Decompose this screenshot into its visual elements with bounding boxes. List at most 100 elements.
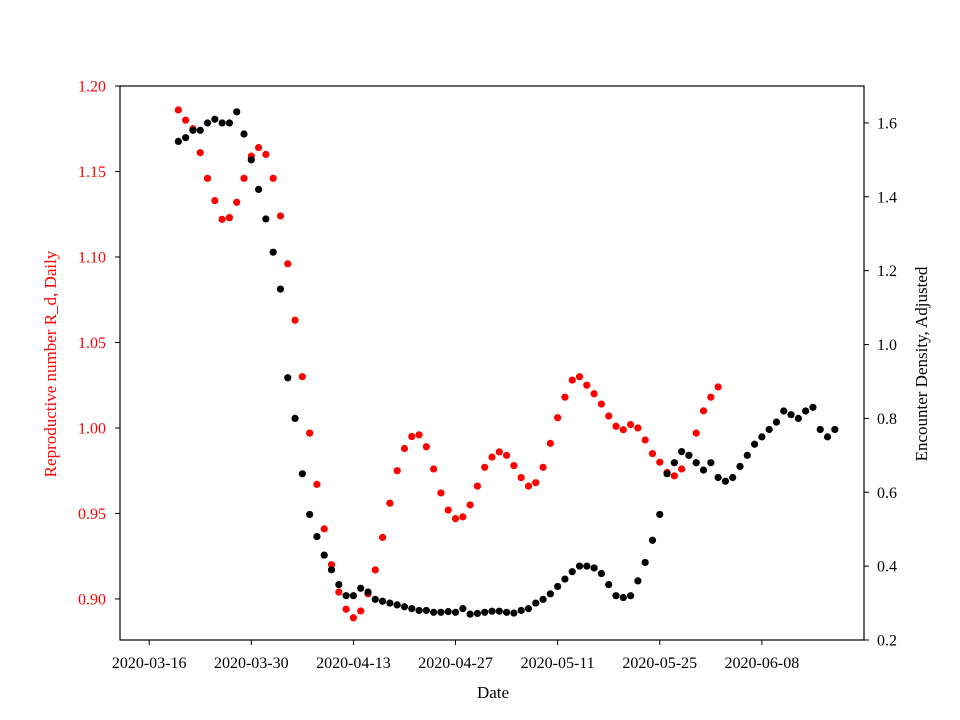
encounter-density-point (568, 568, 576, 576)
rd-daily-point (254, 143, 263, 152)
y-left-tick-label: 1.15 (78, 164, 106, 181)
rd-daily-point (692, 429, 700, 437)
encounter-density-point (634, 577, 642, 585)
rd-daily-point (459, 513, 467, 521)
encounter-density-point (320, 551, 328, 559)
rd-daily-point (371, 566, 379, 574)
y-right-tick-label: 0.8 (877, 411, 897, 428)
encounter-density-point (692, 459, 700, 467)
rd-daily-point (430, 465, 438, 473)
x-tick-label: 2020-03-30 (214, 655, 289, 672)
rd-daily-point (408, 432, 416, 441)
x-axis-label: Date (477, 683, 509, 702)
rd-daily-point (342, 605, 350, 613)
rd-daily-point (386, 499, 394, 507)
encounter-density-point (276, 285, 285, 293)
rd-daily-point (320, 525, 328, 533)
encounter-density-point (262, 215, 270, 223)
rd-daily-point (262, 150, 270, 158)
rd-daily-point (291, 316, 299, 324)
encounter-density-point (451, 608, 460, 616)
rd-daily-point (357, 607, 365, 615)
rd-daily-point (422, 443, 430, 451)
rd-daily-point (517, 473, 525, 482)
y-left-tick-label: 0.95 (78, 506, 106, 523)
rd-daily-point (597, 400, 606, 408)
rd-daily-point (349, 614, 358, 622)
encounter-density-point (327, 566, 336, 574)
x-axis: 2020-03-16 2020-03-30 2020-04-13 2020-04-27… (112, 640, 799, 672)
encounter-density-point (721, 477, 730, 485)
encounter-density-point (532, 599, 540, 607)
y-axis-right-label: Encounter Density, Adjusted (912, 266, 931, 461)
y-left-tick-label: 1.20 (78, 79, 106, 96)
encounter-density-point (502, 608, 511, 616)
encounter-density-point (583, 562, 591, 570)
rd-daily-point (196, 149, 204, 157)
encounter-density-point (211, 115, 219, 123)
encounter-density-point (444, 607, 452, 616)
rd-daily-point (539, 463, 547, 471)
encounter-density-point (342, 592, 350, 600)
rd-daily-point (276, 212, 285, 220)
rd-daily-point (218, 215, 226, 223)
encounter-density-point (466, 610, 474, 618)
encounter-density-point (430, 608, 438, 616)
rd-daily-point (182, 116, 190, 124)
encounter-density-point (656, 510, 664, 519)
rd-daily-point (473, 482, 482, 490)
encounter-density-point (823, 433, 832, 441)
encounter-density-point (685, 451, 693, 459)
rd-daily-point (451, 515, 460, 523)
encounter-density-point (393, 601, 401, 609)
encounter-density-point (729, 473, 737, 482)
encounter-density-point (831, 425, 839, 434)
rd-daily-point (707, 393, 715, 401)
rd-daily-point (313, 480, 321, 488)
rd-daily-point (284, 260, 292, 268)
encounter-density-point (605, 581, 613, 589)
rd-daily-point (678, 465, 686, 473)
encounter-density-point (189, 126, 197, 134)
encounter-density-point (802, 407, 810, 415)
encounter-density-point (488, 607, 496, 615)
rd-daily-point (400, 444, 409, 453)
encounter-density-point (590, 564, 598, 572)
encounter-density-point (422, 606, 430, 615)
encounter-density-point (663, 470, 671, 478)
encounter-density-point (787, 411, 795, 419)
encounter-density-point (539, 595, 547, 603)
encounter-density-point (306, 510, 314, 519)
rd-daily-point (612, 422, 620, 430)
encounter-density-point (473, 609, 482, 618)
rd-daily-point (648, 450, 657, 458)
encounter-density-point (408, 605, 416, 613)
encounter-density-point (240, 130, 248, 138)
y-right-tick-label: 0.6 (877, 485, 897, 502)
rd-daily-point (269, 174, 277, 182)
rd-daily-point (488, 453, 496, 461)
rd-daily-point (335, 588, 343, 596)
encounter-density-point (765, 425, 773, 434)
encounter-density-point (437, 608, 445, 616)
rd-daily-point (575, 373, 584, 381)
rd-daily-point (240, 174, 248, 182)
rd-daily-point (466, 501, 474, 509)
x-tick-label: 2020-05-25 (622, 655, 697, 672)
encounter-density-point (707, 459, 715, 467)
encounter-density-point (313, 532, 321, 541)
rd-daily-point (583, 381, 591, 389)
rd-daily-point (203, 174, 212, 182)
rd-daily-point (393, 467, 401, 475)
rd-daily-point (298, 373, 306, 381)
encounter-density-point (743, 451, 751, 459)
encounter-density-point (780, 407, 788, 415)
rd-daily-point (306, 429, 314, 437)
rd-daily-point (225, 214, 234, 222)
rd-daily-point (327, 561, 336, 569)
encounter-density-point (517, 606, 525, 615)
encounter-density-point (619, 593, 627, 602)
encounter-density-point (459, 605, 467, 613)
encounter-density-point (196, 126, 204, 134)
encounter-density-point (641, 558, 649, 567)
